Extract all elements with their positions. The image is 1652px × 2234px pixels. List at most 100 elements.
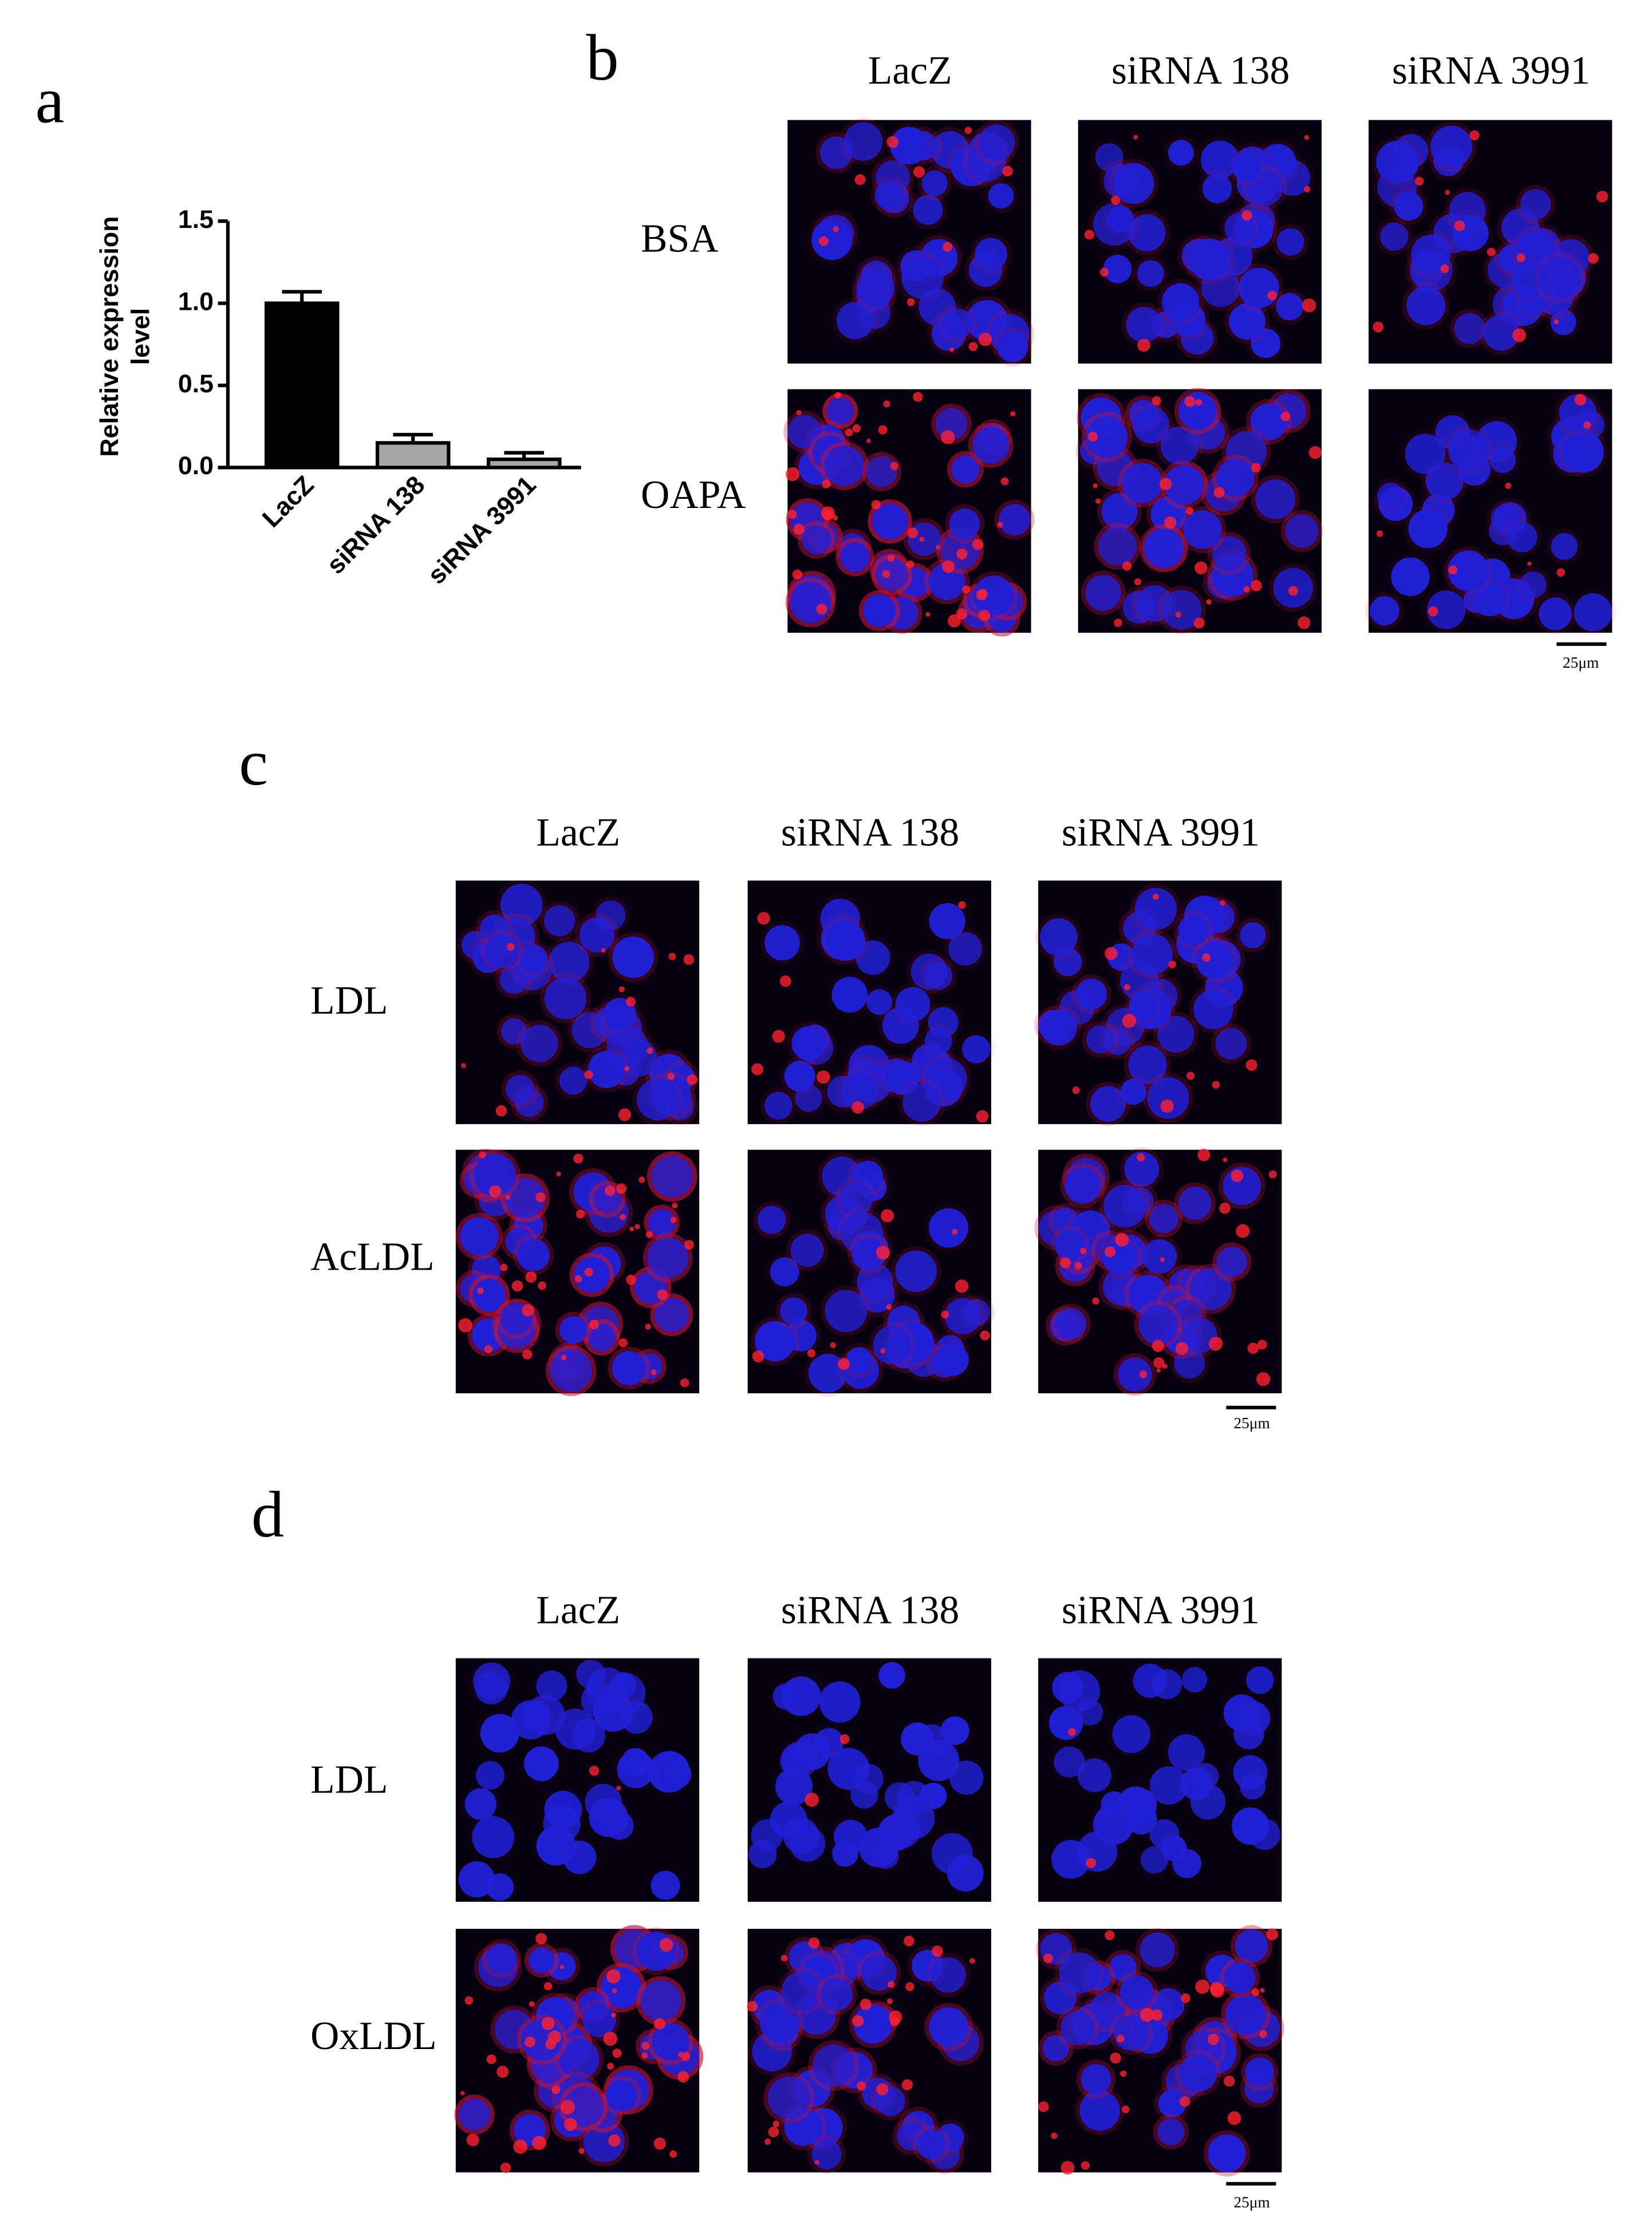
nucleus xyxy=(1141,1846,1168,1874)
lipid-droplet xyxy=(626,1274,637,1285)
lipid-droplet xyxy=(1092,1297,1099,1305)
lipid-droplet xyxy=(780,1955,788,1962)
y-tick-label: 1.5 xyxy=(178,205,214,234)
nucleus xyxy=(813,2044,855,2087)
lipid-droplet xyxy=(833,226,839,233)
lipid-droplet xyxy=(1202,953,1211,962)
nucleus xyxy=(1539,257,1582,300)
lipid-droplet xyxy=(1223,1157,1228,1163)
column-header: LacZ xyxy=(536,811,620,855)
nucleus xyxy=(784,1061,815,1092)
nucleus xyxy=(940,1716,969,1746)
nucleus xyxy=(1473,583,1507,617)
lipid-droplet xyxy=(532,2136,547,2150)
row-label: OAPA xyxy=(641,473,746,517)
column-header: siRNA 138 xyxy=(781,1588,959,1632)
lipid-droplet xyxy=(1105,1246,1116,1258)
lipid-droplet xyxy=(1160,478,1172,490)
y-axis-label: Relative expression xyxy=(95,216,124,456)
column-header: siRNA 138 xyxy=(1111,49,1290,93)
lipid-droplet xyxy=(906,560,914,568)
lipid-droplet xyxy=(1251,463,1261,473)
lipid-droplet xyxy=(1002,166,1014,177)
nucleus xyxy=(511,1700,551,1740)
lipid-droplet xyxy=(606,1969,621,1984)
lipid-droplet xyxy=(943,242,953,252)
nucleus xyxy=(961,1035,991,1063)
lipid-droplet xyxy=(839,1734,850,1744)
lipid-droplet xyxy=(618,1108,632,1121)
nucleus xyxy=(1208,2134,1246,2173)
nucleus xyxy=(559,1066,588,1095)
nucleus xyxy=(790,1826,826,1862)
nucleus xyxy=(1126,306,1162,343)
column-header: siRNA 138 xyxy=(781,811,959,855)
lipid-droplet xyxy=(538,1281,546,1290)
nucleus xyxy=(1391,557,1430,596)
nucleus xyxy=(500,884,543,927)
nucleus xyxy=(474,1153,517,1196)
nucleus xyxy=(824,446,865,486)
lipid-droplet xyxy=(603,2031,618,2046)
nucleus xyxy=(878,1662,905,1689)
nucleus xyxy=(819,1681,861,1723)
lipid-droplet xyxy=(1038,2101,1049,2113)
lipid-droplet xyxy=(1179,2096,1190,2107)
column-header: LacZ xyxy=(868,49,952,93)
lipid-droplet xyxy=(881,1209,894,1223)
nucleus xyxy=(1240,1774,1266,1800)
lipid-droplet xyxy=(890,462,899,470)
nucleus xyxy=(895,1250,937,1293)
lipid-droplet xyxy=(612,2048,622,2058)
nucleus xyxy=(949,1760,984,1795)
lipid-droplet xyxy=(584,1267,593,1276)
lipid-droplet xyxy=(477,1287,484,1294)
lipid-droplet xyxy=(1111,195,1121,205)
nucleus xyxy=(1140,1932,1175,1968)
nucleus xyxy=(651,1156,693,1198)
nucleus xyxy=(1229,303,1265,340)
nucleus xyxy=(872,1842,899,1869)
lipid-droplet xyxy=(535,1192,546,1203)
nucleus xyxy=(988,183,1014,209)
nucleus xyxy=(1113,163,1154,204)
lipid-droplet xyxy=(886,136,899,148)
lipid-droplet xyxy=(484,1345,492,1354)
lipid-droplet xyxy=(1288,586,1298,596)
nucleus xyxy=(897,1780,932,1816)
lipid-droplet xyxy=(1051,2132,1058,2140)
nucleus xyxy=(559,1316,588,1344)
nucleus xyxy=(790,581,831,624)
lipid-droplet xyxy=(522,1349,533,1360)
lipid-droplet xyxy=(887,554,894,562)
nucleus xyxy=(855,940,890,975)
lipid-droplet xyxy=(1139,1370,1148,1378)
nucleus xyxy=(1098,527,1137,566)
lipid-droplet xyxy=(854,174,866,186)
nucleus xyxy=(605,2080,637,2111)
lipid-droplet xyxy=(779,975,791,987)
lipid-droplet xyxy=(578,2148,585,2154)
lipid-droplet xyxy=(1260,1988,1265,1993)
nucleus xyxy=(1090,1086,1126,1122)
lipid-droplet xyxy=(1251,580,1262,592)
nucleus xyxy=(791,1026,826,1061)
lipid-droplet xyxy=(466,2133,479,2146)
lipid-droplet xyxy=(1081,2161,1090,2170)
nucleus xyxy=(931,1833,973,1874)
nucleus xyxy=(1164,465,1204,505)
lipid-droplet xyxy=(1527,561,1532,566)
lipid-droplet xyxy=(1304,186,1311,193)
error-bar xyxy=(393,432,433,443)
nucleus xyxy=(1103,1185,1146,1228)
column-header: siRNA 3991 xyxy=(1062,811,1260,855)
nucleus xyxy=(757,1205,786,1234)
nucleus xyxy=(1225,1994,1267,2035)
nucleus xyxy=(1215,1028,1247,1060)
nucleus xyxy=(1162,283,1200,321)
lipid-droplet xyxy=(563,2118,577,2131)
lipid-droplet xyxy=(1110,2052,1121,2064)
lipid-droplet xyxy=(646,1047,653,1054)
lipid-droplet xyxy=(859,1999,872,2010)
